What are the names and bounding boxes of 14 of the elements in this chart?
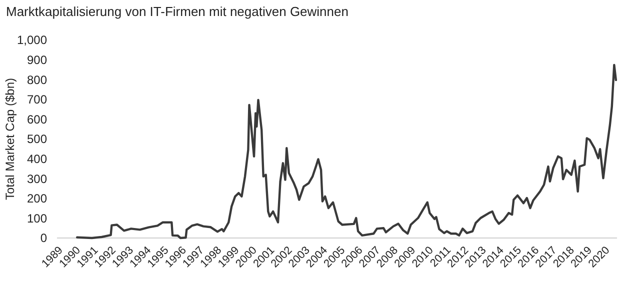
y-tick-label: 200 [26,192,48,206]
chart-title: Marktkapitalisierung von IT-Firmen mit negativen Gewinnen [6,4,348,19]
y-tick-label: 1,000 [16,33,48,48]
y-tick-label: 700 [26,92,48,107]
y-tick-label: 800 [26,72,48,87]
y-tick-label: 300 [26,172,48,186]
y-tick-label: 100 [26,211,48,226]
line-series [76,64,618,240]
y-tick-label: 0 [40,231,48,246]
y-tick-label: 600 [26,112,48,126]
y-tick-label: 500 [26,132,48,146]
y-axis-title: Total Market Cap ($bn) [3,78,17,200]
y-tick-label: 900 [26,53,48,67]
y-tick-label: 400 [26,152,48,166]
